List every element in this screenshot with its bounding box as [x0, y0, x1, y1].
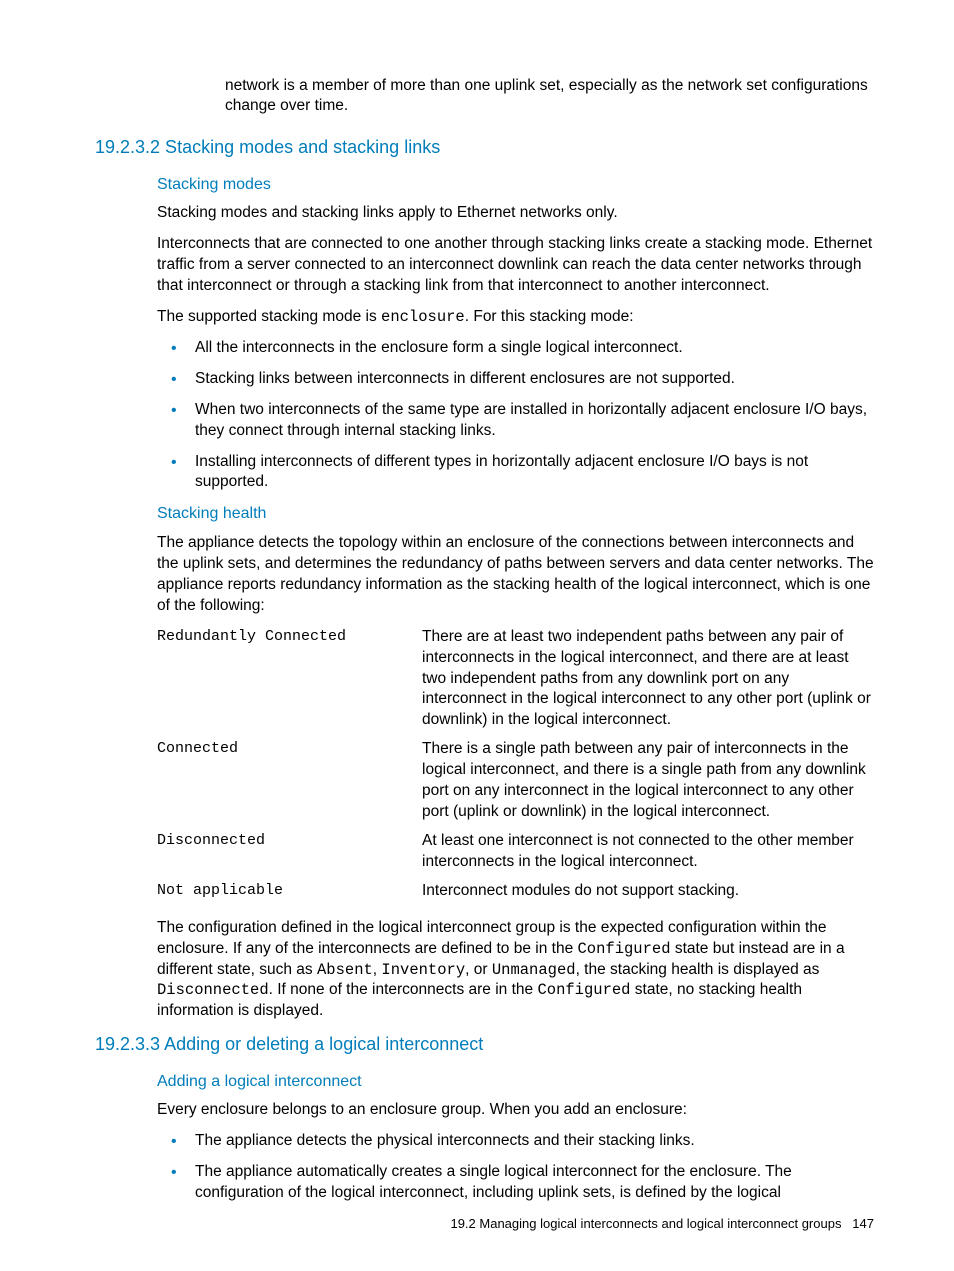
subheading-stacking-health: Stacking health [157, 503, 874, 525]
definition-term: Redundantly Connected [157, 627, 422, 740]
stacking-modes-list: All the interconnects in the enclosure f… [157, 338, 874, 494]
subheading-stacking-modes: Stacking modes [157, 174, 874, 196]
stacking-health-definition-list: Redundantly Connected There are at least… [157, 627, 874, 910]
code-inline: Unmanaged [492, 961, 576, 979]
code-inline: Inventory [381, 961, 465, 979]
text-run: . For this stacking mode: [465, 308, 634, 325]
code-inline: enclosure [381, 308, 465, 326]
footer-section-label: 19.2 Managing logical interconnects and … [450, 1216, 841, 1231]
definition-row: Connected There is a single path between… [157, 739, 874, 831]
page-number: 147 [852, 1216, 874, 1231]
paragraph: The appliance detects the topology withi… [157, 533, 874, 617]
definition-row: Redundantly Connected There are at least… [157, 627, 874, 740]
paragraph: Stacking modes and stacking links apply … [157, 203, 874, 224]
text-run: , or [465, 961, 492, 978]
definition-term: Not applicable [157, 881, 422, 910]
page-footer: 19.2 Managing logical interconnects and … [450, 1215, 874, 1233]
stacking-health-body: The appliance detects the topology withi… [157, 533, 874, 1022]
section-heading-19232: 19.2.3.2 Stacking modes and stacking lin… [95, 135, 874, 159]
closing-paragraph: The configuration defined in the logical… [157, 918, 874, 1023]
list-item: The appliance automatically creates a si… [157, 1162, 874, 1204]
paragraph: Every enclosure belongs to an enclosure … [157, 1100, 874, 1121]
text-run: , the stacking health is displayed as [576, 961, 820, 978]
paragraph: Interconnects that are connected to one … [157, 234, 874, 297]
list-item: Installing interconnects of different ty… [157, 452, 874, 494]
definition-row: Not applicable Interconnect modules do n… [157, 881, 874, 910]
definition-row: Disconnected At least one interconnect i… [157, 831, 874, 881]
list-item: All the interconnects in the enclosure f… [157, 338, 874, 359]
document-page: network is a member of more than one upl… [0, 0, 954, 1271]
paragraph: The supported stacking mode is enclosure… [157, 307, 874, 328]
definition-desc: Interconnect modules do not support stac… [422, 881, 874, 910]
definition-term: Connected [157, 739, 422, 831]
section-heading-19233: 19.2.3.3 Adding or deleting a logical in… [95, 1032, 874, 1056]
adding-logint-body: Every enclosure belongs to an enclosure … [157, 1100, 874, 1204]
code-inline: Absent [317, 961, 373, 979]
definition-desc: At least one interconnect is not connect… [422, 831, 874, 881]
definition-term: Disconnected [157, 831, 422, 881]
code-inline: Configured [537, 981, 630, 999]
definition-desc: There is a single path between any pair … [422, 739, 874, 831]
list-item: Stacking links between interconnects in … [157, 369, 874, 390]
code-inline: Disconnected [157, 981, 269, 999]
text-run: . If none of the interconnects are in th… [269, 981, 538, 998]
list-item: The appliance detects the physical inter… [157, 1131, 874, 1152]
text-run: The supported stacking mode is [157, 308, 381, 325]
list-item: When two interconnects of the same type … [157, 400, 874, 442]
stacking-modes-body: Stacking modes and stacking links apply … [157, 203, 874, 493]
adding-logint-list: The appliance detects the physical inter… [157, 1131, 874, 1204]
subheading-adding-logint: Adding a logical interconnect [157, 1071, 874, 1093]
continuation-paragraph: network is a member of more than one upl… [225, 76, 874, 118]
code-inline: Configured [578, 940, 671, 958]
definition-desc: There are at least two independent paths… [422, 627, 874, 740]
